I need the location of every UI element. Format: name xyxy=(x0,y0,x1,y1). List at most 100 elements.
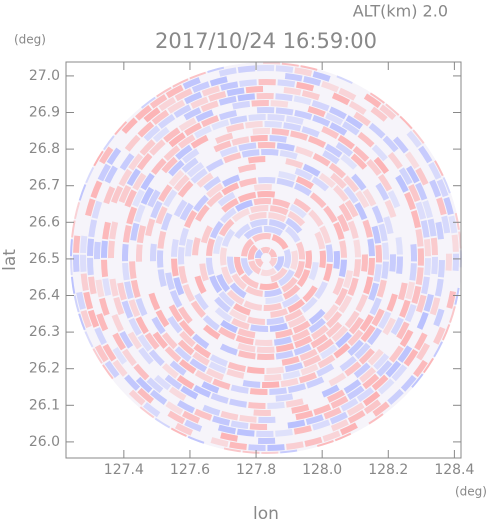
echo-cell xyxy=(220,247,228,266)
echo-cell xyxy=(377,173,393,192)
y-tick-label: 26.3 xyxy=(29,324,60,340)
echo-cell xyxy=(448,215,458,234)
echo-cell xyxy=(70,238,73,257)
echo-cell xyxy=(160,212,173,231)
echo-cell xyxy=(270,267,288,283)
y-tick-label: 26.2 xyxy=(29,361,60,377)
echo-cell xyxy=(163,145,181,161)
echo-cell xyxy=(169,289,183,308)
echo-cell xyxy=(173,104,192,119)
y-label: lat xyxy=(0,249,20,271)
echo-cell xyxy=(189,358,208,373)
echo-cell xyxy=(178,117,197,132)
echo-cell xyxy=(373,156,390,174)
echo-cell xyxy=(410,210,421,229)
echo-cell xyxy=(118,185,132,204)
echo-cell xyxy=(311,99,330,112)
echo-cell xyxy=(221,182,240,196)
echo-cell xyxy=(237,342,256,353)
echo-cell xyxy=(281,293,301,308)
echo-cell xyxy=(173,174,190,192)
echo-cell xyxy=(322,430,341,442)
echo-cell xyxy=(270,308,289,318)
echo-cell xyxy=(246,366,265,374)
echo-cell xyxy=(236,428,255,437)
echo-cell xyxy=(70,200,81,219)
echo-cell xyxy=(177,339,195,356)
echo-cell xyxy=(411,285,422,304)
echo-cell xyxy=(314,231,326,250)
echo-cell xyxy=(110,185,124,204)
echo-cell xyxy=(205,367,225,381)
echo-cell xyxy=(135,105,152,121)
echo-cell xyxy=(168,386,187,401)
echo-cell xyxy=(354,202,368,221)
echo-cell xyxy=(202,324,221,340)
echo-cell xyxy=(130,222,140,241)
echo-cell xyxy=(96,313,109,332)
echo-cell xyxy=(112,359,128,377)
echo-cell xyxy=(208,91,227,102)
echo-cell xyxy=(430,237,438,256)
echo-cell xyxy=(234,256,245,276)
echo-cell xyxy=(307,106,326,118)
echo-cell xyxy=(311,324,329,340)
echo-cell xyxy=(206,191,224,208)
echo-cell xyxy=(178,306,193,324)
echo-cell xyxy=(151,158,167,175)
echo-cell xyxy=(275,65,294,73)
echo-cell xyxy=(145,218,156,237)
echo-cell xyxy=(405,281,415,300)
echo-cell xyxy=(237,163,257,174)
echo-cell xyxy=(161,156,178,174)
echo-cell xyxy=(351,173,367,191)
echo-cell xyxy=(99,146,114,165)
echo-cell xyxy=(408,184,421,202)
echo-cell xyxy=(293,425,312,435)
echo-cell xyxy=(398,167,413,186)
echo-cell xyxy=(338,87,357,101)
echo-cell xyxy=(415,228,424,247)
echo-cell xyxy=(289,203,307,219)
echo-cell xyxy=(121,300,134,319)
echo-cell xyxy=(241,238,255,257)
echo-cell xyxy=(119,153,135,171)
echo-cell xyxy=(361,254,368,272)
echo-cell xyxy=(132,189,145,208)
echo-cell xyxy=(151,109,170,125)
echo-cell xyxy=(352,145,370,162)
echo-cell xyxy=(163,189,178,208)
echo-cell xyxy=(178,134,196,149)
echo-cell xyxy=(157,113,176,129)
x-tick-label: 127.8 xyxy=(236,462,276,478)
echo-cell xyxy=(293,95,312,106)
echo-cell xyxy=(231,317,250,330)
echo-cell xyxy=(212,415,231,426)
echo-cell xyxy=(91,200,103,219)
echo-cell xyxy=(267,114,285,122)
echo-cell xyxy=(264,121,283,128)
echo-cell xyxy=(347,385,365,400)
echo-cell xyxy=(259,281,279,290)
echo-cell xyxy=(275,350,294,360)
echo-cell xyxy=(290,250,298,271)
echo-cell xyxy=(323,205,338,223)
echo-cell xyxy=(344,199,359,218)
echo-cell xyxy=(217,191,236,207)
echo-cell xyxy=(252,233,272,243)
echo-cell xyxy=(135,316,149,335)
echo-cell xyxy=(395,174,409,193)
echo-cell xyxy=(126,168,141,187)
echo-cell xyxy=(362,391,381,407)
echo-cell xyxy=(102,343,117,362)
echo-cell xyxy=(312,71,331,82)
echo-cell xyxy=(429,297,441,316)
echo-cell xyxy=(291,404,310,414)
echo-cell xyxy=(210,437,229,448)
echo-cell xyxy=(283,86,302,96)
echo-cell xyxy=(293,182,312,197)
echo-cell xyxy=(332,277,345,296)
echo-cell xyxy=(193,125,212,139)
echo-cell xyxy=(359,367,377,383)
echo-cell xyxy=(182,283,196,303)
